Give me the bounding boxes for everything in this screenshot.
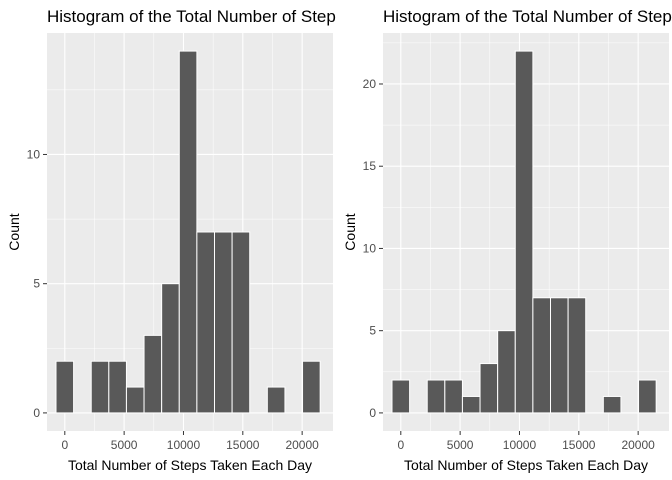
x-axis-ticks: 0 5000 10000 15000 20000	[61, 431, 319, 452]
histogram-bar	[602, 395, 622, 414]
histogram-bar	[143, 334, 163, 414]
histogram-bars	[55, 50, 321, 414]
x-tick-label: 0	[61, 438, 68, 452]
x-tick-label: 20000	[621, 438, 655, 452]
histogram-bar	[461, 395, 481, 414]
histogram-bar	[479, 363, 499, 414]
histogram-bar	[231, 231, 251, 414]
x-tick-label: 10000	[503, 438, 537, 452]
y-axis-ticks: 0 5 10	[27, 147, 47, 420]
histogram-bar	[549, 297, 569, 414]
x-tick-label: 15000	[226, 438, 260, 452]
histogram-bar	[108, 360, 127, 414]
x-tick-label: 5000	[447, 438, 474, 452]
histogram-bar	[55, 360, 75, 414]
histogram-chart-right: 0 5000 10000 15000 20000 0 5 10 15 20 Total Number…	[342, 7, 672, 473]
histogram-chart-left: 0 5000 10000 15000 20000 0 5 10 Total Number of …	[6, 7, 336, 473]
histogram-bar	[567, 297, 587, 414]
x-tick-label: 20000	[285, 438, 319, 452]
y-axis-ticks: 0 5 10 15 20	[363, 77, 383, 420]
histogram-bar	[444, 379, 463, 414]
histogram-bar	[638, 379, 657, 414]
y-tick-label: 15	[363, 159, 377, 173]
x-tick-label: 10000	[167, 438, 201, 452]
y-tick-label: 10	[27, 147, 41, 161]
y-tick-label: 0	[33, 406, 40, 420]
histogram-bar	[266, 386, 286, 414]
histogram-bar	[125, 386, 145, 414]
y-tick-label: 20	[363, 77, 377, 91]
y-axis-title: Count	[342, 213, 358, 250]
chart-title: Histogram of the Total Number of Steps T…	[383, 7, 672, 26]
y-tick-label: 0	[369, 406, 376, 420]
x-tick-label: 15000	[562, 438, 596, 452]
histogram-panel-left: 0 5000 10000 15000 20000 0 5 10 Total Number of …	[6, 7, 336, 473]
histogram-bar	[196, 231, 215, 414]
histogram-panel-right: 0 5000 10000 15000 20000 0 5 10 15 20 Total Number…	[336, 0, 672, 480]
histogram-bar	[532, 297, 551, 414]
histogram-bars	[391, 50, 657, 414]
y-axis-title: Count	[6, 213, 22, 250]
x-tick-label: 5000	[111, 438, 138, 452]
histogram-bar	[302, 360, 321, 414]
histogram-bar	[213, 231, 233, 414]
histogram-bar	[90, 360, 110, 414]
y-tick-label: 10	[363, 241, 377, 255]
histogram-bar	[161, 283, 180, 414]
x-tick-label: 0	[397, 438, 404, 452]
histogram-bar	[178, 50, 198, 414]
histogram-bar	[391, 379, 411, 414]
histogram-bar	[426, 379, 446, 414]
y-tick-label: 5	[33, 277, 40, 291]
histogram-bar	[514, 50, 534, 414]
x-axis-title: Total Number of Steps Taken Each Day	[68, 457, 312, 473]
x-axis-title: Total Number of Steps Taken Each Day	[404, 457, 648, 473]
y-tick-label: 5	[369, 324, 376, 338]
x-axis-ticks: 0 5000 10000 15000 20000	[397, 431, 655, 452]
histogram-bar	[497, 330, 516, 414]
chart-title: Histogram of the Total Number of Steps T…	[47, 7, 336, 26]
